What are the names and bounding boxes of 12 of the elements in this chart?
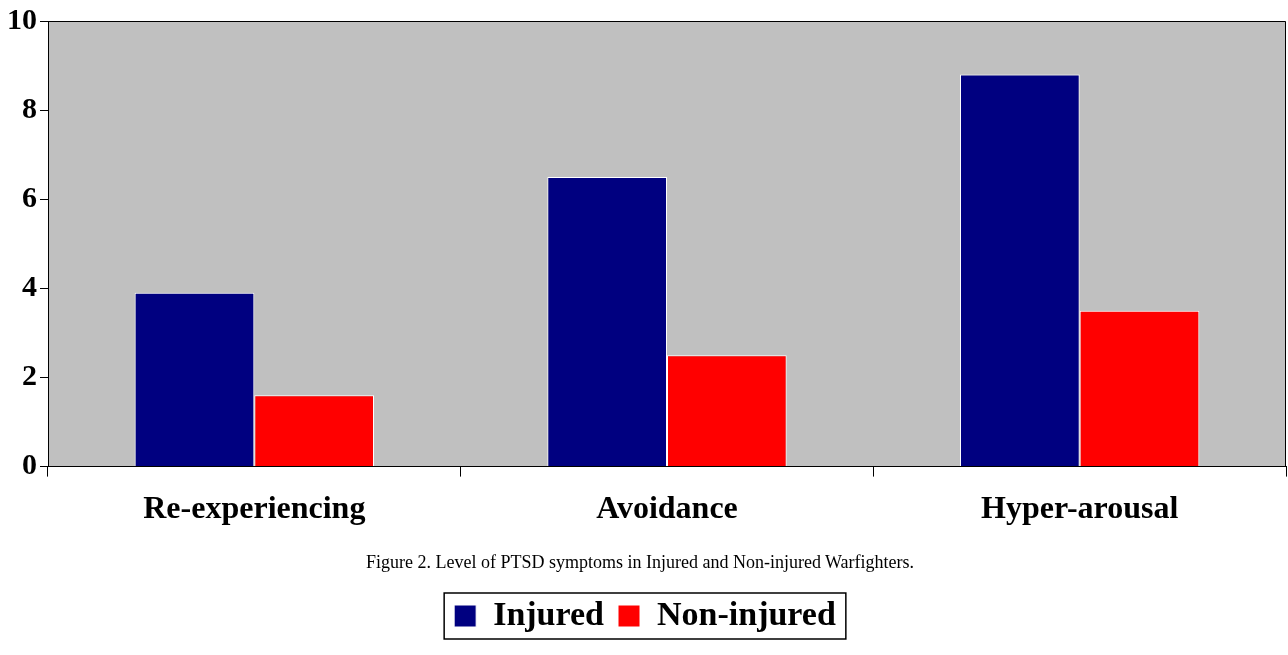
- y-tick-label: 6: [22, 179, 37, 213]
- legend-label: Injured: [493, 594, 605, 632]
- x-tick-label: Avoidance: [596, 489, 738, 526]
- x-tick-label: Re-experiencing: [143, 489, 366, 526]
- x-tick-label: Hyper-arousal: [981, 489, 1179, 526]
- y-tick-label: 0: [22, 447, 37, 481]
- caption: Figure 2. Level of PTSD symptoms in Injured and Non-injured Warfighters.: [365, 551, 915, 572]
- legend-label: Non-injured: [657, 594, 836, 632]
- y-tick-label: 4: [22, 269, 37, 303]
- y-tick-label: 10: [7, 1, 37, 35]
- y-tick-label: 8: [22, 90, 37, 124]
- y-tick-label: 2: [22, 358, 37, 392]
